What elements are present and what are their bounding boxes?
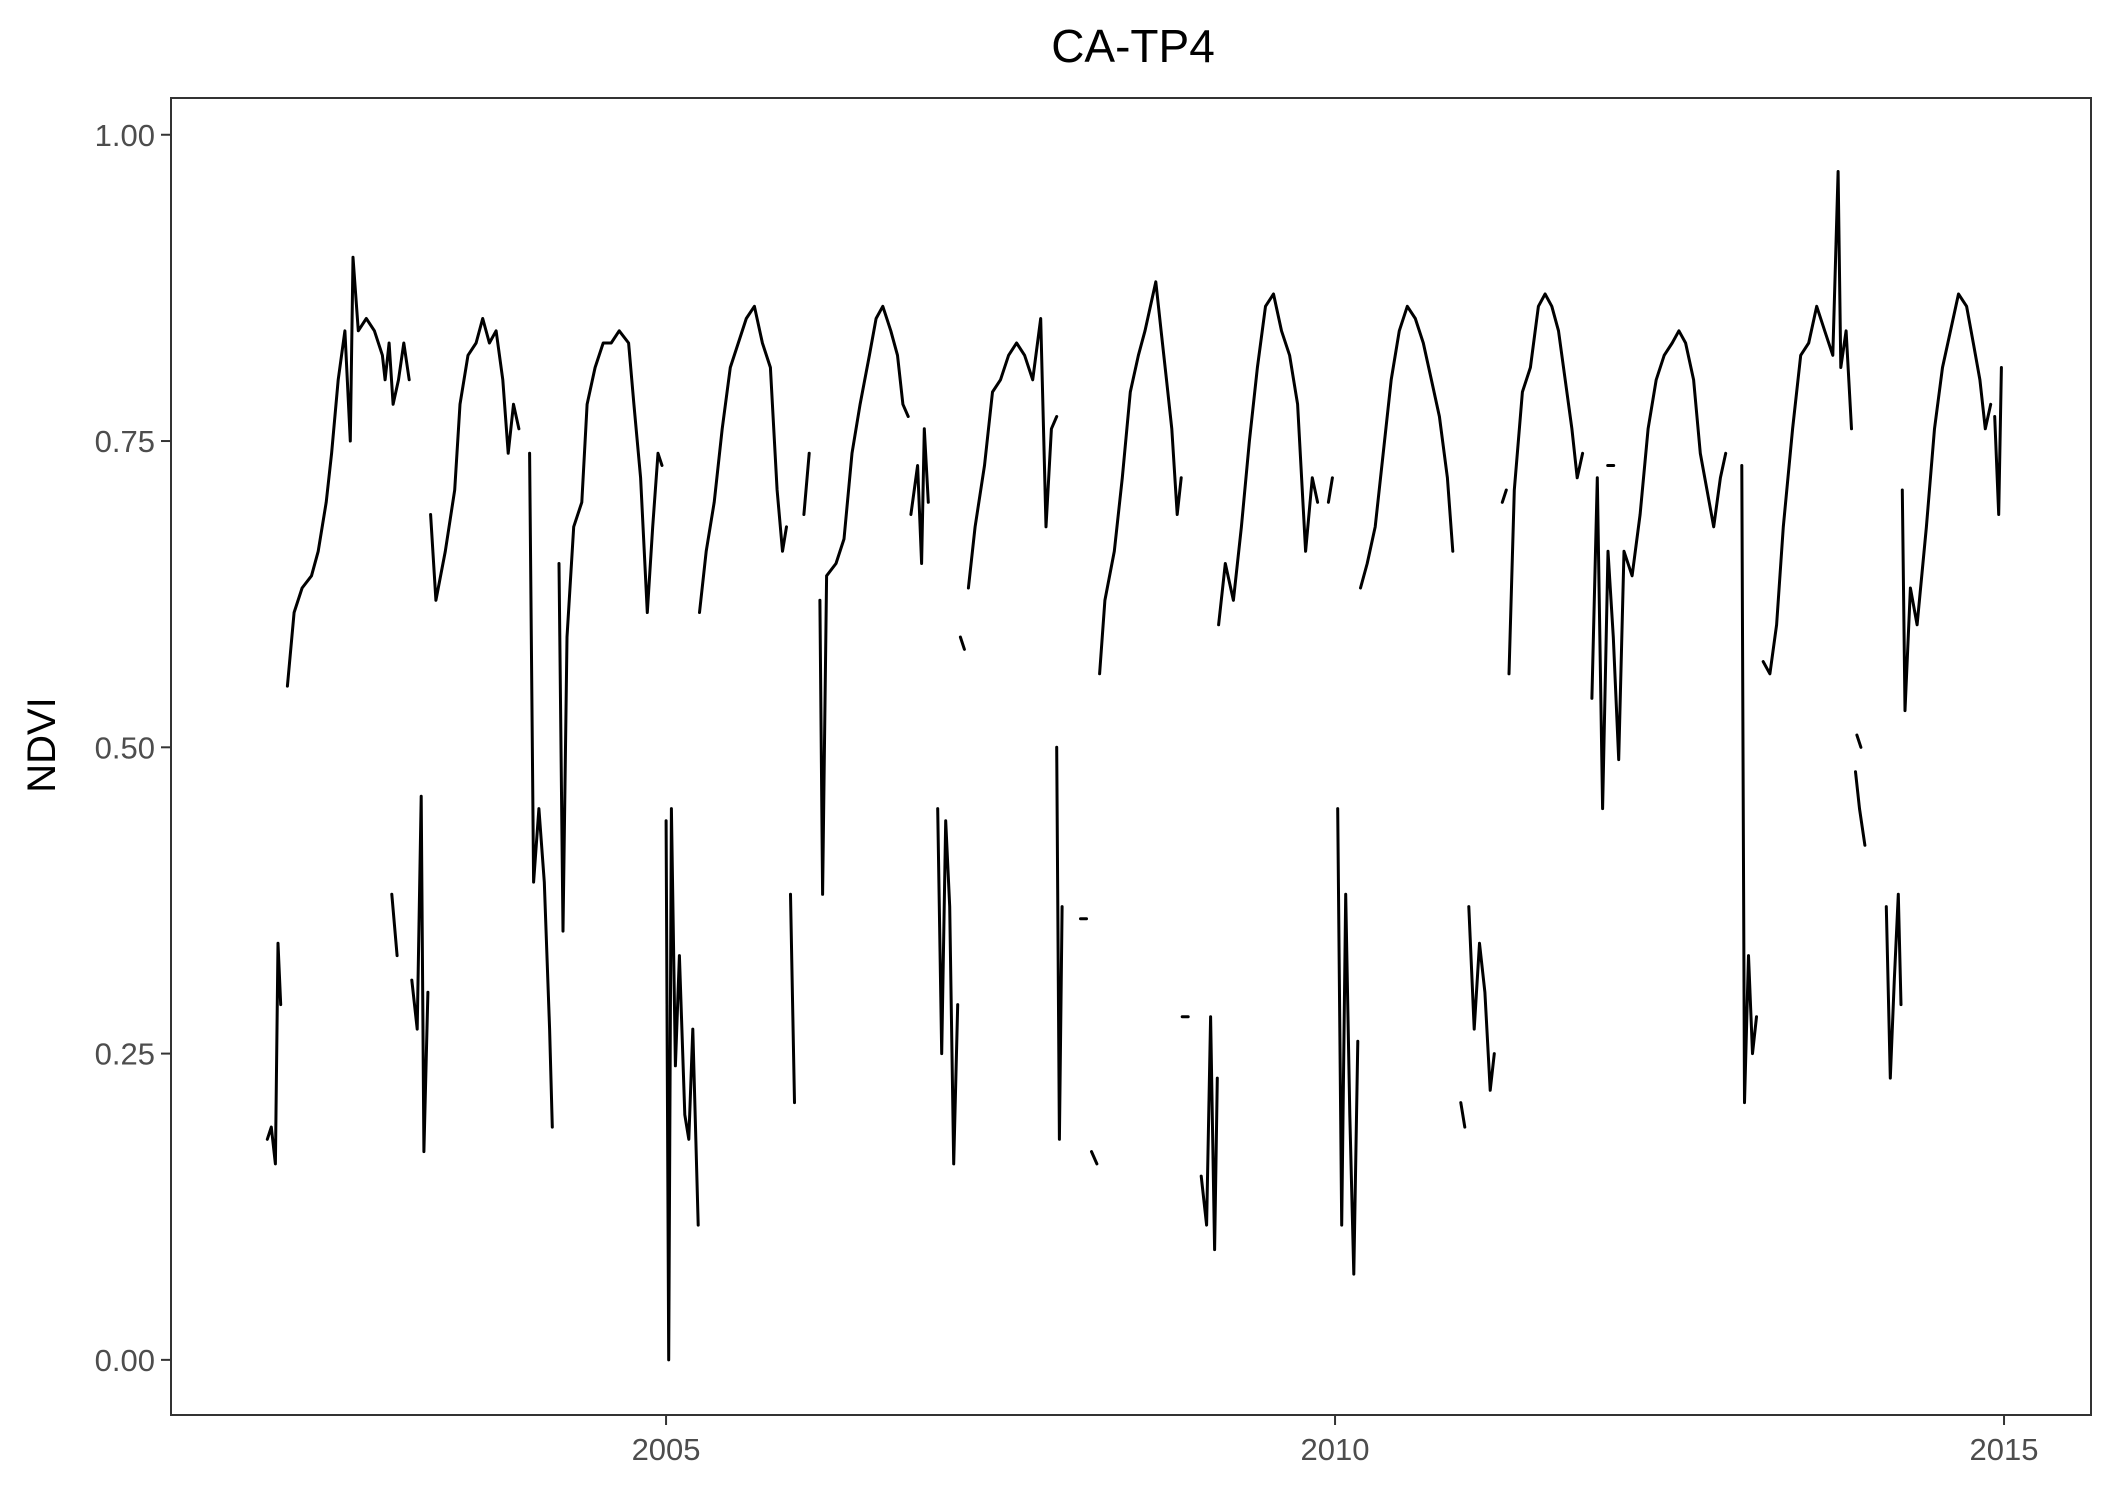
series-line-segment-24 (1336, 807, 1360, 1276)
series-line-segment-11 (818, 304, 910, 896)
series-line-segment-3 (410, 794, 430, 1154)
series-line-segment-12 (909, 427, 930, 565)
series-line-segment-26 (1459, 1101, 1467, 1129)
x-tick-label-2005: 2005 (632, 1432, 701, 1467)
series-line-segment-38 (1993, 366, 2003, 516)
series-line-segment-10 (802, 451, 811, 516)
series-line-segment-13 (936, 807, 960, 1166)
series-line-segment-37 (1900, 292, 1993, 713)
series-line-segment-9 (789, 892, 796, 1105)
y-tick-label-0.00: 0.00 (95, 1343, 155, 1378)
series-line-segment-32 (1740, 464, 1758, 1105)
series-layer (265, 170, 2003, 1362)
series-line-segment-8 (698, 304, 788, 614)
y-tick-label-0.50: 0.50 (95, 730, 155, 765)
series-line-segment-15 (966, 317, 1059, 590)
series-line-segment-31 (1590, 329, 1728, 811)
series-line-segment-2 (390, 892, 399, 958)
series-line-segment-28 (1500, 488, 1508, 504)
series-line-segment-21 (1199, 1015, 1219, 1252)
series-line-segment-1 (285, 255, 411, 688)
y-tick-label-0.25: 0.25 (95, 1037, 155, 1072)
series-line-segment-14 (958, 635, 966, 651)
series-line-segment-0 (265, 941, 283, 1166)
y-tick-label-0.75: 0.75 (95, 424, 155, 459)
series-line-segment-19 (1098, 280, 1183, 676)
y-tick-label-1.00: 1.00 (95, 118, 155, 153)
series-line-segment-6 (557, 329, 664, 933)
chart-title: CA-TP4 (1051, 20, 1215, 72)
series-line-segment-35 (1854, 770, 1867, 847)
series-line-segment-22 (1217, 292, 1320, 627)
series-line-segment-27 (1467, 905, 1496, 1092)
series-line-segment-7 (664, 807, 700, 1362)
series-line-segment-29 (1507, 292, 1585, 676)
series-line-segment-4 (429, 317, 521, 602)
series-line-segment-23 (1326, 476, 1334, 504)
series-line-segment-34 (1855, 733, 1863, 749)
x-tick-label-2015: 2015 (1970, 1432, 2039, 1467)
y-axis: 0.00 0.25 0.50 0.75 1.00 (95, 118, 171, 1378)
series-line-segment-5 (528, 451, 554, 1129)
x-axis: 2005 2010 2015 (632, 1415, 2039, 1467)
x-tick-label-2010: 2010 (1301, 1432, 1370, 1467)
y-axis-label: NDVI (20, 697, 64, 793)
series-line-segment-18 (1090, 1150, 1099, 1166)
series-line-segment-33 (1761, 170, 1853, 676)
series-line-segment-16 (1055, 745, 1064, 1141)
series-line-segment-25 (1359, 304, 1455, 590)
plot-panel (170, 97, 2092, 1416)
series-line-segment-36 (1884, 892, 1903, 1080)
